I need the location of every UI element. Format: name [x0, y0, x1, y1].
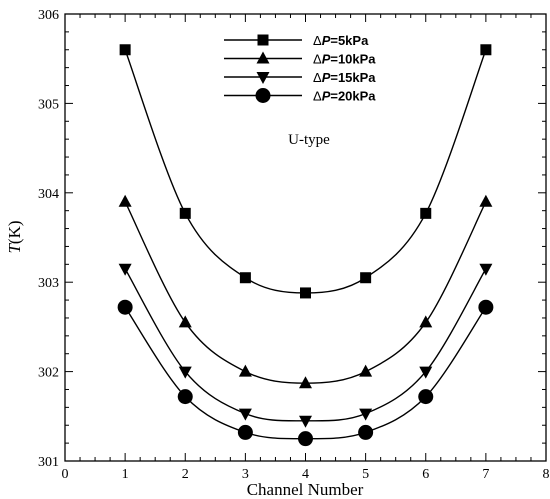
data-point-1 — [299, 376, 312, 389]
data-point-2 — [359, 408, 373, 421]
data-point-1 — [359, 364, 373, 377]
legend-symbol: P — [322, 70, 331, 85]
legend-marker-2 — [256, 72, 270, 84]
data-point-2 — [118, 263, 132, 276]
data-point-1 — [419, 315, 433, 328]
legend-label-1: ΔP=10kPa — [313, 52, 376, 67]
series-line-0 — [124, 49, 487, 294]
data-point-3 — [237, 424, 253, 440]
legend-delta: Δ — [313, 89, 322, 104]
legend-symbol: P — [322, 52, 331, 67]
x-tick-label: 0 — [62, 467, 69, 482]
legend-symbol: P — [322, 89, 331, 104]
legend-label-0: ΔP=5kPa — [313, 33, 369, 48]
legend-delta: Δ — [313, 70, 322, 85]
data-point-3 — [117, 299, 133, 315]
legend-marker-0 — [257, 34, 269, 46]
x-axis-label: Channel Number — [247, 480, 364, 499]
legend-value: =15kPa — [330, 70, 376, 85]
y-tick-label: 306 — [38, 8, 59, 23]
data-point-0 — [360, 272, 372, 284]
x-tick-label: 1 — [122, 467, 129, 482]
y-tick-label: 303 — [38, 276, 59, 291]
x-tick-label: 2 — [182, 467, 189, 482]
y-tick-label: 305 — [38, 97, 59, 112]
data-point-3 — [358, 424, 374, 440]
data-point-3 — [418, 389, 434, 405]
axis-ticks — [64, 13, 547, 462]
data-point-0 — [480, 44, 492, 56]
data-point-0 — [179, 207, 191, 219]
legend-label-2: ΔP=15kPa — [313, 70, 376, 85]
x-tick-label: 7 — [482, 467, 489, 482]
plot-frame — [64, 13, 547, 462]
legend-value: =5kPa — [330, 33, 369, 48]
data-point-1 — [238, 364, 252, 377]
legend-marker-1 — [256, 51, 270, 64]
x-tick-labels: 0 1 2 3 4 5 6 7 8 — [62, 467, 550, 482]
legend-delta: Δ — [313, 52, 322, 67]
data-point-2 — [479, 263, 493, 276]
data-point-3 — [298, 431, 313, 447]
data-point-1 — [178, 315, 192, 328]
data-point-2 — [238, 408, 252, 421]
legend-marker-3 — [255, 88, 271, 103]
data-point-2 — [419, 366, 433, 379]
y-tick-label: 301 — [38, 455, 59, 470]
y-tick-labels: 301 302 303 304 305 306 — [38, 8, 59, 470]
x-tick-label: 3 — [242, 467, 249, 482]
data-point-0 — [300, 287, 311, 299]
y-axis-symbol: T — [5, 243, 24, 254]
y-axis-unit: (K) — [5, 220, 24, 244]
data-point-1 — [118, 194, 132, 207]
data-point-2 — [178, 366, 192, 379]
x-tick-label: 8 — [543, 467, 550, 482]
annotation-u-type: U-type — [288, 132, 330, 148]
data-point-2 — [299, 415, 312, 428]
y-tick-label: 302 — [38, 366, 59, 381]
data-point-3 — [177, 389, 193, 405]
legend-label-3: ΔP=20kPa — [313, 89, 376, 104]
y-tick-label: 304 — [38, 187, 59, 202]
legend-symbol: P — [322, 33, 331, 48]
data-point-0 — [420, 207, 432, 219]
data-point-1 — [479, 194, 493, 207]
x-tick-label: 6 — [422, 467, 429, 482]
data-point-3 — [478, 299, 494, 315]
y-axis-label: T(K) — [5, 220, 24, 253]
legend-value: =20kPa — [330, 89, 376, 104]
series-markers — [117, 44, 494, 447]
legend-value: =10kPa — [330, 52, 376, 67]
x-tick-label: 4 — [302, 467, 309, 482]
x-tick-label: 5 — [362, 467, 369, 482]
data-point-0 — [239, 272, 251, 284]
legend-delta: Δ — [313, 33, 322, 48]
data-point-0 — [119, 44, 131, 56]
